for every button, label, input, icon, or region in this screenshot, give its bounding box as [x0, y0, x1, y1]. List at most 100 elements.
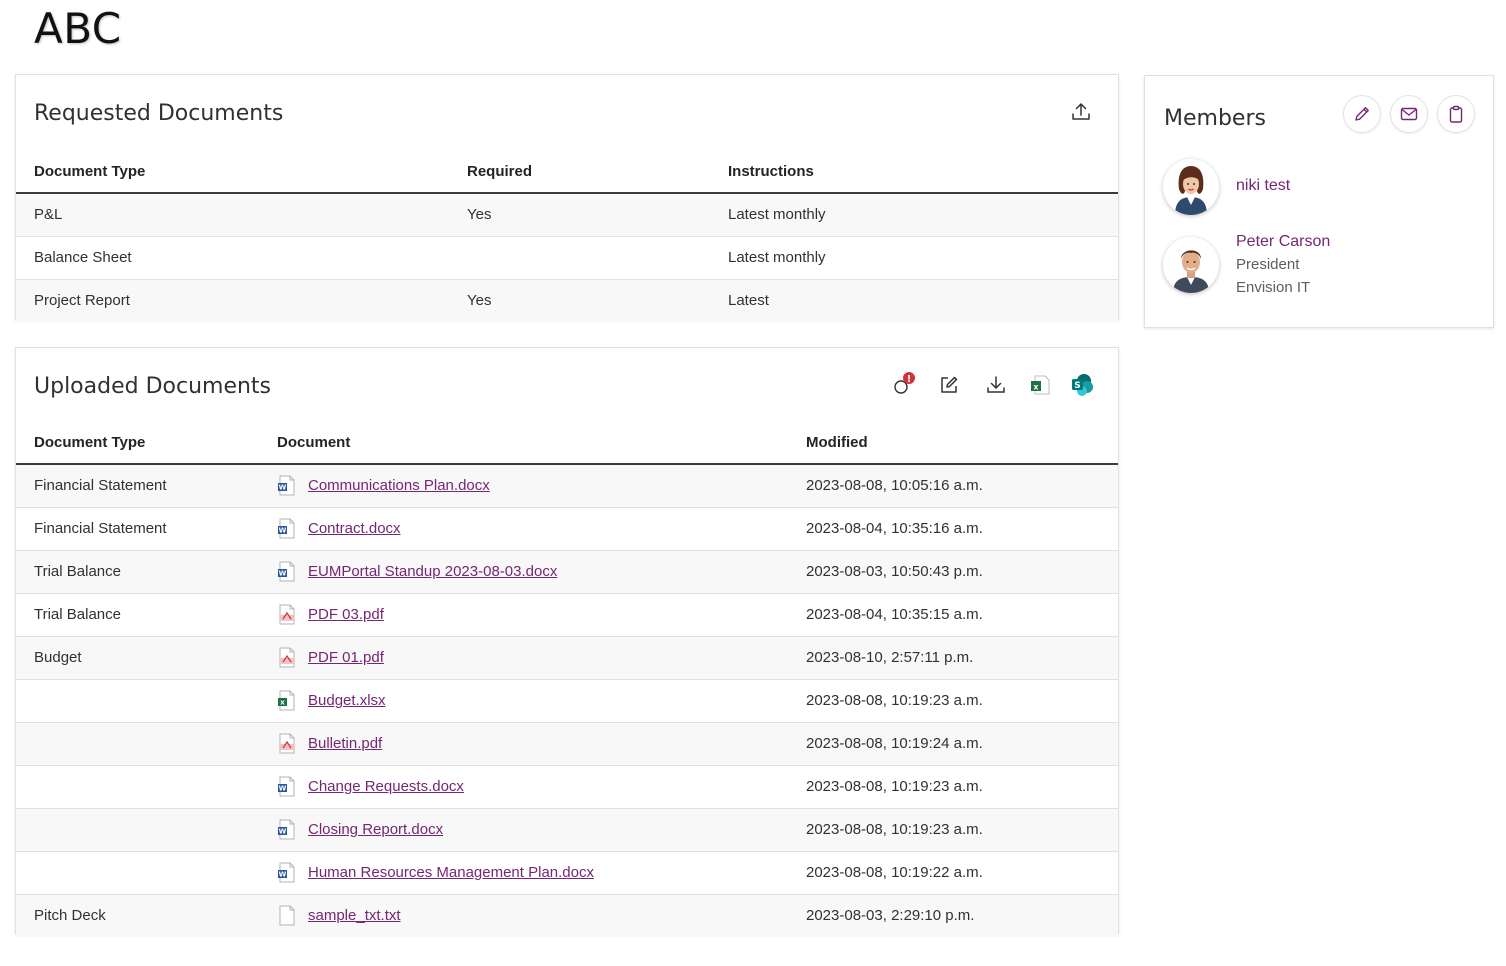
cell-document: PDF 03.pdf — [259, 593, 788, 637]
sharepoint-button[interactable]: S — [1067, 370, 1097, 400]
table-row[interactable]: Budget PDF 01.pdf 2023-08-10, 2:57:11 p.m. — [16, 636, 1118, 680]
member-job-title: President — [1236, 256, 1300, 273]
column-header[interactable]: Modified — [788, 422, 1118, 465]
svg-text:W: W — [279, 828, 287, 836]
table-row[interactable]: x Budget.xlsx 2023-08-08, 10:19:23 a.m. — [16, 679, 1118, 723]
document-link[interactable]: PDF 01.pdf — [308, 649, 384, 666]
svg-text:!: ! — [907, 374, 912, 385]
document-link[interactable]: Communications Plan.docx — [308, 477, 490, 495]
column-header[interactable]: Instructions — [710, 151, 1118, 194]
document-link[interactable]: Budget.xlsx — [308, 692, 386, 709]
cell-document-type: Trial Balance — [16, 550, 259, 594]
cell-modified: 2023-08-04, 10:35:15 a.m. — [788, 593, 1118, 637]
document-link[interactable]: sample_txt.txt — [308, 907, 401, 925]
cell-document-type — [16, 808, 259, 852]
table-row[interactable]: Trial Balance PDF 03.pdf 2023-08-04, 10:35… — [16, 593, 1118, 637]
table-row[interactable]: Financial Statement W Communications Plan.… — [16, 464, 1118, 508]
table-row[interactable]: Financial Statement W Contract.docx 2023-08… — [16, 507, 1118, 551]
cell-modified: 2023-08-08, 10:19:23 a.m. — [788, 679, 1118, 723]
alert-refresh-icon: ! — [894, 372, 915, 394]
member-name[interactable]: Peter Carson — [1236, 233, 1331, 250]
cell-document-type — [16, 851, 259, 895]
member-item[interactable]: Peter Carson President Envision IT — [1163, 230, 1330, 299]
cell-document: sample_txt.txt — [259, 894, 788, 937]
pdf-icon — [277, 733, 296, 754]
cell-document-type — [16, 722, 259, 766]
table-row[interactable]: W Human Resources Management Plan.docx 202… — [16, 851, 1118, 895]
requested-documents-card: Requested Documents Document Type Requir… — [15, 74, 1119, 322]
cell-instructions: Latest — [710, 279, 1118, 322]
cell-modified: 2023-08-03, 10:50:43 p.m. — [788, 550, 1118, 594]
document-link[interactable]: Bulletin.pdf — [308, 735, 383, 752]
svg-text:W: W — [279, 484, 287, 492]
table-row[interactable]: W Closing Report.docx 2023-08-08, 10:19:23… — [16, 808, 1118, 852]
page-title: ABC — [34, 4, 122, 53]
upload-button[interactable] — [1066, 97, 1096, 127]
upload-icon — [1072, 103, 1090, 120]
document-link[interactable]: Contract.docx — [308, 520, 401, 537]
table-row[interactable]: Balance Sheet Latest monthly — [16, 236, 1118, 280]
export-excel-button[interactable]: x — [1025, 370, 1055, 400]
cell-modified: 2023-08-08, 10:05:16 a.m. — [788, 464, 1118, 508]
svg-text:W: W — [279, 785, 287, 793]
document-link[interactable]: Change Requests.docx — [308, 778, 464, 795]
requested-documents-table: Document Type Required Instructions P&L Y… — [16, 151, 1118, 322]
table-header-row: Document Type Required Instructions — [16, 151, 1118, 194]
table-header-row: Document Type Document Modified — [16, 422, 1118, 465]
cell-document-type: Trial Balance — [16, 593, 259, 637]
cell-document-type: Financial Statement — [16, 507, 259, 551]
excel-export-icon: x — [1031, 375, 1050, 395]
table-row[interactable]: P&L Yes Latest monthly — [16, 193, 1118, 237]
download-button[interactable] — [981, 370, 1011, 400]
column-header[interactable]: Document — [259, 422, 788, 465]
email-members-button[interactable] — [1390, 95, 1428, 133]
table-row[interactable]: Pitch Deck sample_txt.txt 2023-08-03, 2:29… — [16, 894, 1118, 937]
column-header[interactable]: Document Type — [16, 422, 259, 465]
edit-icon — [941, 376, 958, 393]
cell-modified: 2023-08-03, 2:29:10 p.m. — [788, 894, 1118, 937]
cell-modified: 2023-08-10, 2:57:11 p.m. — [788, 636, 1118, 680]
avatar — [1163, 237, 1219, 293]
cell-document: x Budget.xlsx — [259, 679, 788, 723]
document-link[interactable]: Human Resources Management Plan.docx — [308, 864, 594, 881]
requested-documents-title: Requested Documents — [34, 101, 284, 126]
document-link[interactable]: PDF 03.pdf — [308, 606, 384, 623]
edit-members-button[interactable] — [1343, 95, 1381, 133]
refresh-alert-button[interactable]: ! — [888, 370, 918, 400]
document-link[interactable]: Closing Report.docx — [308, 821, 444, 838]
word-icon: W — [277, 819, 296, 840]
cell-modified: 2023-08-08, 10:19:22 a.m. — [788, 851, 1118, 895]
uploaded-documents-title: Uploaded Documents — [34, 374, 272, 399]
uploaded-documents-table: Document Type Document Modified Financia… — [16, 422, 1118, 937]
cell-document: W Communications Plan.docx — [259, 464, 788, 508]
table-row[interactable]: Bulletin.pdf 2023-08-08, 10:19:24 a.m. — [16, 722, 1118, 766]
excel-icon: x — [277, 690, 296, 711]
svg-text:x: x — [280, 699, 285, 707]
cell-modified: 2023-08-04, 10:35:16 a.m. — [788, 507, 1118, 551]
cell-instructions: Latest monthly — [710, 193, 1118, 237]
cell-instructions: Latest monthly — [710, 236, 1118, 280]
members-title: Members — [1164, 106, 1266, 131]
cell-document: W Human Resources Management Plan.docx — [259, 851, 788, 895]
cell-document: Bulletin.pdf — [259, 722, 788, 766]
cell-type: Balance Sheet — [16, 236, 449, 280]
column-header[interactable]: Required — [449, 151, 710, 194]
member-name[interactable]: niki test — [1236, 177, 1291, 194]
male-avatar-icon — [1163, 237, 1219, 293]
copy-members-button[interactable] — [1437, 95, 1475, 133]
cell-document-type — [16, 679, 259, 723]
document-link[interactable]: EUMPortal Standup 2023-08-03.docx — [308, 563, 558, 580]
avatar — [1163, 159, 1219, 215]
table-row[interactable]: W Change Requests.docx 2023-08-08, 10:19:2… — [16, 765, 1118, 809]
column-header[interactable]: Document Type — [16, 151, 449, 194]
cell-document-type — [16, 765, 259, 809]
cell-required: Yes — [449, 279, 710, 322]
table-row[interactable]: Project Report Yes Latest — [16, 279, 1118, 322]
table-row[interactable]: Trial Balance W EUMPortal Standup 2023-08-… — [16, 550, 1118, 594]
cell-modified: 2023-08-08, 10:19:23 a.m. — [788, 765, 1118, 809]
word-icon: W — [277, 518, 296, 539]
cell-required — [449, 236, 710, 280]
cell-document: PDF 01.pdf — [259, 636, 788, 680]
edit-button[interactable] — [934, 370, 964, 400]
member-item[interactable]: niki test — [1163, 159, 1290, 215]
